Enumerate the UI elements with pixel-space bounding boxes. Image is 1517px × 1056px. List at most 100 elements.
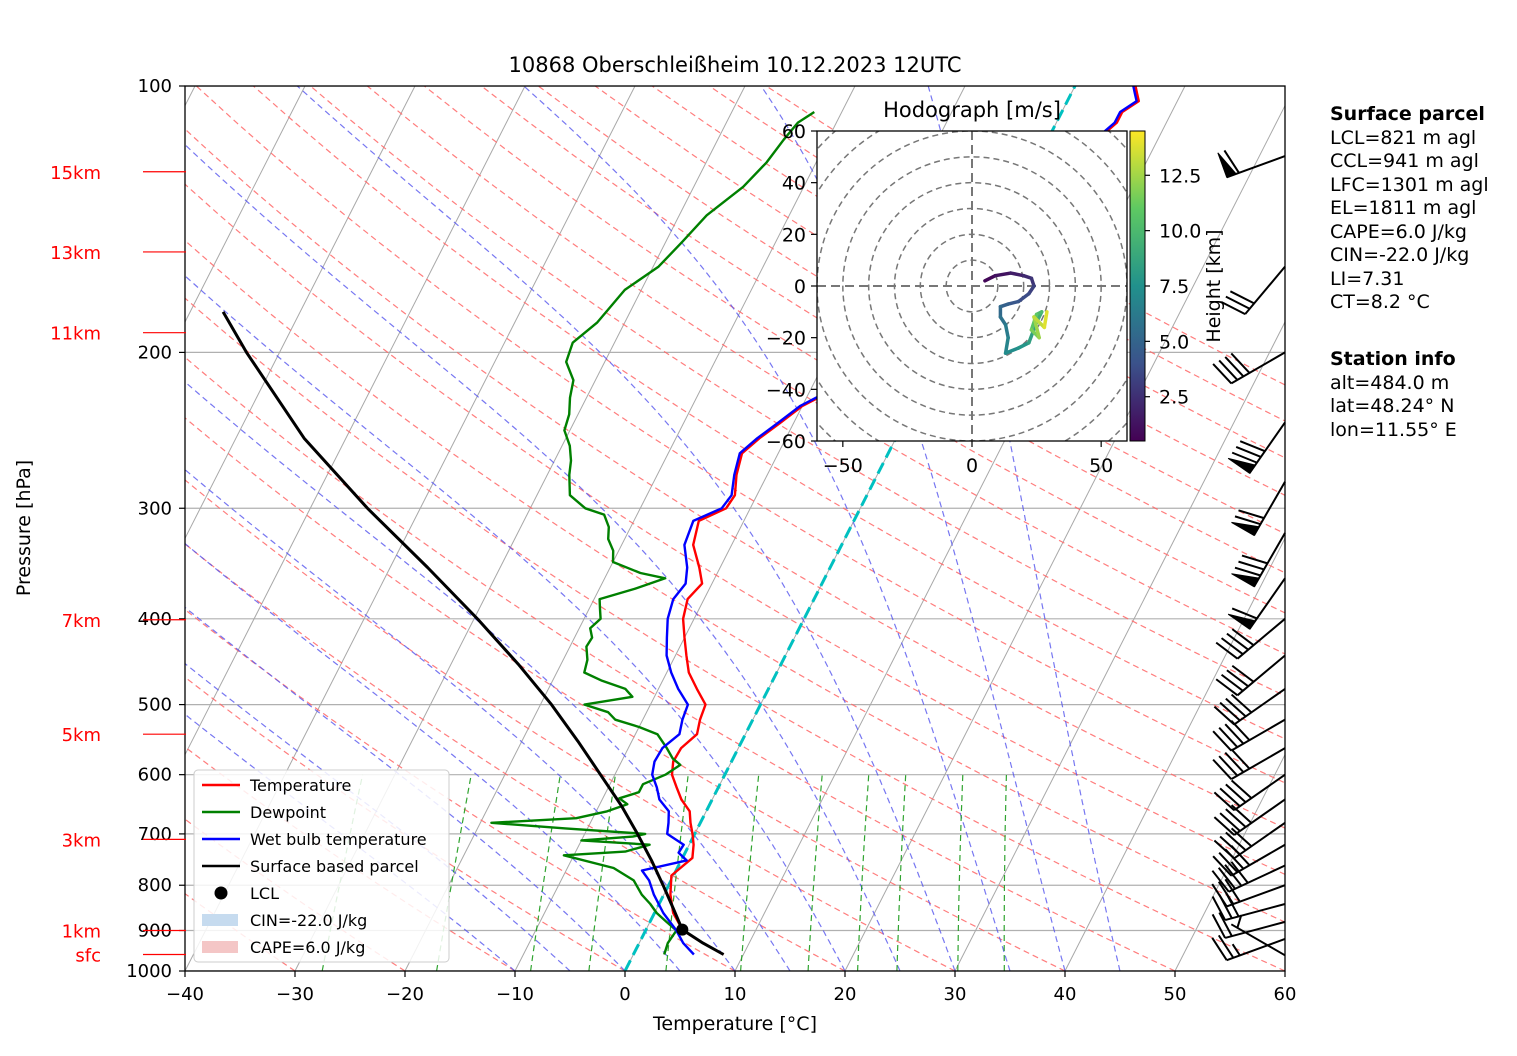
wind-barb-feather [1238,509,1265,520]
wind-barb-flag [1231,521,1260,537]
wind-barb-feather [1225,831,1247,852]
height-marker-label: 13km [50,243,101,264]
wind-barb-staff [1230,351,1286,385]
wind-barb-feather [1212,730,1233,752]
wind-barb-feather [1219,787,1241,807]
legend-label: CIN=-22.0 J/kg [250,911,367,930]
legend-patch-swatch [202,914,238,926]
height-marker-label: 5km [62,725,101,746]
wind-barb-staff [1233,688,1286,726]
y-tick-label: 300 [138,498,172,519]
legend-label: LCL [250,884,279,903]
station-longitude: lon=11.55° E [1330,418,1457,441]
wind-barb-feather [1215,678,1239,697]
parcel-profile [221,311,725,956]
hodograph-y-tick-label: −20 [766,328,806,350]
cin-value: CIN=-22.0 J/kg [1330,244,1470,266]
wind-barb-feather [1230,861,1249,884]
wind-barb-feather [1230,804,1253,824]
wind-barb-staff [1230,718,1286,752]
wind-barb-feather [1230,693,1253,714]
wind-barb [1213,821,1286,860]
wind-barb [1217,149,1286,179]
surface-parcel-heading: Surface parcel [1330,103,1485,125]
colorbar-label: Height [km] [1203,229,1225,342]
wind-barb-feather [1212,758,1233,780]
wind-barb [1231,481,1286,537]
mixing-ratio-line [1003,774,1007,971]
wind-barb-staff [1233,821,1286,860]
wind-barb-feather [1211,870,1230,893]
isotherm-gridline [844,104,1285,971]
wind-barb-feather [1231,664,1255,683]
ct-value: CT=8.2 °C [1330,291,1430,313]
surface-parcel-panel: Surface parcel LCL=821 m agl CCL=941 m a… [1330,103,1489,315]
dry-adiabat [185,417,1066,971]
wind-barb-feather [1234,515,1261,526]
isotherm-gridline [404,86,856,971]
height-marker-label: 3km [62,830,101,851]
height-marker-label: 11km [50,324,101,345]
y-tick-label: 200 [138,342,172,363]
x-tick-label: 10 [724,984,747,1005]
x-tick-label: 60 [1274,984,1297,1005]
hodograph-title: Hodograph [m/s] [883,98,1061,122]
chart-title: 10868 Oberschleißheim 10.12.2023 12UTC [509,53,962,77]
wind-barb-staff [1236,618,1286,660]
wind-barb-feather [1226,632,1249,651]
wind-barb [1213,688,1286,726]
wind-barb-feather [1225,808,1247,828]
wind-barb-flag [1227,457,1256,474]
hodograph-segment [1016,341,1031,350]
wind-barb [1227,421,1286,474]
wind-barb-staff [1230,843,1286,877]
y-tick-label: 1000 [126,961,172,982]
moist-adiabat [523,86,1011,971]
legend-patch-swatch [202,941,238,953]
wind-barb-staff [1244,266,1286,315]
wind-barb-half-feather [1231,943,1241,956]
hodograph: Hodograph [m/s] −50 0 50 60 40 20 0 −20 −40 −60 2.5… [766,98,1225,477]
wind-barb [1215,618,1286,660]
wind-barb-feather [1217,881,1235,905]
wind-barb-feather [1218,359,1239,381]
wind-barb-feather [1211,913,1226,939]
wind-barb-feather [1211,937,1228,961]
dry-adiabat [253,86,1285,740]
wind-barb-feather [1224,751,1245,773]
colorbar [1129,130,1146,442]
wind-barb [1211,934,1286,962]
y-tick-label: 700 [138,824,172,845]
wind-barb-feather [1213,791,1235,811]
wind-barb-feather [1225,697,1247,718]
x-tick-label: −30 [276,984,314,1005]
ccl-value: CCL=941 m agl [1330,150,1479,172]
wind-barb-half-feather [1236,914,1243,929]
wind-barb-feather [1241,554,1268,565]
y-tick-label: 800 [138,875,172,896]
moist-adiabat [296,86,956,971]
wind-barb-feather [1219,701,1241,722]
x-tick-label: −20 [386,984,424,1005]
x-tick-label: 50 [1164,984,1187,1005]
hodograph-segment [1003,323,1010,340]
wind-barb-feather [1218,726,1239,748]
moist-adiabat [185,275,846,971]
wind-barb-feather [1224,723,1245,745]
legend-dot-swatch [214,886,228,900]
isotherm-gridline [185,86,526,756]
hodograph-x-tick-label: −50 [823,455,863,477]
wind-barb-feather [1215,641,1239,660]
station-altitude: alt=484.0 m [1330,371,1450,394]
x-tick-label: 40 [1054,984,1077,1005]
wind-barb-feather [1230,827,1253,848]
wind-barb [1212,747,1286,781]
wind-barb-staff [1228,864,1286,893]
hodograph-y-tick-label: −40 [766,379,806,401]
dewpoint-profile [490,110,815,955]
height-marker-label: sfc [75,946,101,967]
wind-barb-feather [1213,816,1235,836]
dry-adiabat [185,676,626,971]
moist-adiabat [185,713,516,971]
hodograph-y-tick-label: −60 [766,431,806,453]
